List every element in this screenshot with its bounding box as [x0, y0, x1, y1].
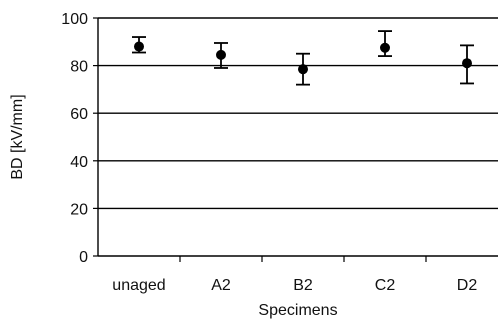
- axes: [97, 18, 498, 257]
- gridlines: [98, 17, 498, 210]
- x-tick-labels: unaged A2 B2 C2 D2: [112, 256, 477, 294]
- y-tick-label: 0: [79, 249, 88, 266]
- x-tick-label: unaged: [112, 277, 165, 294]
- x-tick-label: D2: [457, 277, 478, 294]
- x-axis-title: Specimens: [258, 302, 337, 319]
- x-tick-label: B2: [293, 277, 313, 294]
- y-tick-label: 40: [70, 154, 88, 171]
- y-tick-label: 100: [61, 11, 88, 28]
- y-tick-label: 80: [70, 59, 88, 76]
- data-point: [298, 64, 308, 75]
- y-tick-label: 20: [70, 201, 88, 218]
- x-tick-label: C2: [375, 277, 396, 294]
- y-tick-label: 60: [70, 106, 88, 123]
- y-tick-labels: 0 20 40 60 80 100: [61, 11, 98, 266]
- data-points: [134, 41, 472, 75]
- y-axis-title: BD [kV/mm]: [9, 94, 26, 179]
- x-tick-label: A2: [211, 277, 231, 294]
- data-point: [134, 41, 144, 52]
- data-point: [462, 58, 472, 69]
- data-point: [216, 49, 226, 60]
- error-bars: [132, 30, 474, 86]
- data-point: [380, 42, 390, 53]
